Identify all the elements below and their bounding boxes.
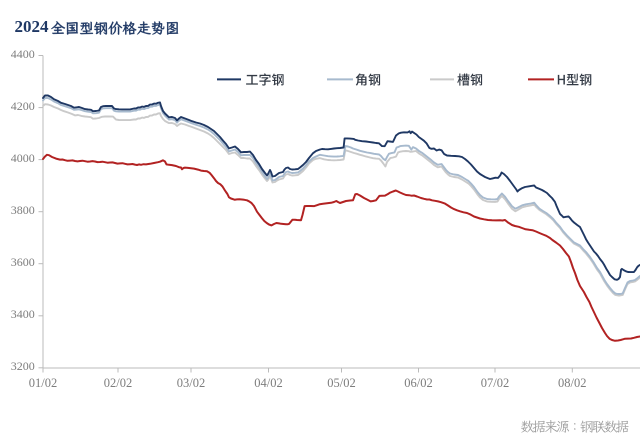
svg-text:3800: 3800 xyxy=(11,203,35,217)
svg-text:01/02: 01/02 xyxy=(29,376,57,390)
svg-text:3600: 3600 xyxy=(11,255,35,269)
svg-text:06/02: 06/02 xyxy=(404,376,432,390)
svg-text:4400: 4400 xyxy=(11,47,35,61)
svg-text:3200: 3200 xyxy=(11,359,35,373)
svg-text:08/02: 08/02 xyxy=(558,376,586,390)
svg-text:05/02: 05/02 xyxy=(327,376,355,390)
svg-text:03/02: 03/02 xyxy=(177,376,205,390)
svg-text:4200: 4200 xyxy=(11,99,35,113)
svg-text:04/02: 04/02 xyxy=(254,376,282,390)
svg-text:4000: 4000 xyxy=(11,151,35,165)
svg-text:3400: 3400 xyxy=(11,307,35,321)
svg-text:07/02: 07/02 xyxy=(481,376,509,390)
svg-text:2024: 2024 xyxy=(15,17,50,36)
svg-text:02/02: 02/02 xyxy=(104,376,132,390)
